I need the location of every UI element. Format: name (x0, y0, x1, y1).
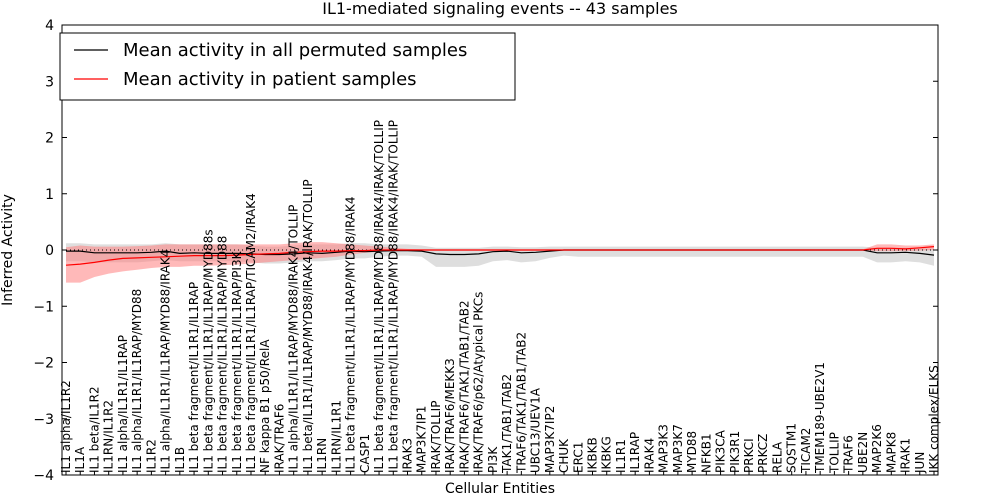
x-tick-label: PI3K (486, 446, 500, 473)
x-tick-label: IRAK4 (642, 438, 656, 473)
y-tick-label: 4 (45, 18, 54, 34)
y-tick-label: 3 (45, 74, 54, 90)
legend-box (59, 32, 516, 101)
x-tick-label: IL1R1 (614, 439, 628, 473)
x-tick-label: IL1RN/IL1R1 (329, 400, 343, 473)
y-tick-label: 2 (45, 131, 54, 147)
x-tick-label: IL1 beta/IL1R2 (88, 386, 102, 473)
x-tick-label: IRAK/TRAF6/MEKK3 (443, 358, 457, 473)
x-tick-label: PRKCI (742, 438, 756, 473)
x-tick-label: IRAK/TOLLIP (429, 401, 443, 473)
x-tick-label: RELA (771, 441, 785, 473)
x-tick-label: IRAK/TRAF6 (272, 404, 286, 473)
x-tick-label: IL1 beta fragment/IL1R1/IL1RAP/MYD88/IRA… (372, 120, 386, 473)
y-axis-label: Inferred Activity (0, 194, 16, 306)
x-tick-label: IL1RAP (628, 432, 642, 473)
x-tick-label: MAP3K7 (671, 424, 685, 473)
x-tick-label: MAP2K6 (870, 424, 884, 473)
x-tick-label: MAPK8 (884, 432, 898, 473)
x-tick-label: IRAK/TRAF6/p62/Atypical PKCs (472, 292, 486, 473)
x-tick-label: MAP3K3 (657, 424, 671, 473)
x-tick-label: TMEM189-UBE2V1 (813, 362, 827, 474)
x-axis-category-labels: IL1 alpha/IL1R2 IL1A IL1 beta/IL1R2 IL1RN/I… (59, 120, 941, 475)
x-tick-label: IL1B (173, 447, 187, 473)
x-tick-label: IL1 beta fragment/IL1R1/IL1RAP/TICAM2/IR… (244, 193, 258, 473)
x-tick-label: IL1RN (315, 438, 329, 473)
y-tick-label: 0 (45, 243, 54, 259)
legend-label-permuted: Mean activity in all permuted samples (123, 40, 467, 61)
series-line-1 (65, 246, 935, 266)
x-tick-label: TAK1/TAB1/TAB2 (500, 374, 514, 474)
x-tick-label: IL1RN/IL1R2 (102, 400, 116, 473)
x-tick-label: IKBKG (600, 436, 614, 473)
band-series-1 (66, 242, 934, 283)
x-tick-label: UBC13/UEV1A (529, 387, 543, 473)
x-tick-label: PIK3R1 (728, 431, 742, 473)
x-tick-label: CASP1 (358, 434, 372, 473)
x-tick-label: IL1R2 (144, 439, 158, 473)
x-tick-label: IL1 alpha/IL1R1/IL1RAP/MYD88/IRAK4/TOLLI… (287, 205, 301, 473)
x-tick-label: IKK complex/ELKS (927, 365, 941, 473)
x-tick-label: MAP3K7IP2 (543, 406, 557, 473)
y-tick-label: 1 (45, 187, 54, 203)
x-tick-label: JUN (913, 452, 927, 474)
x-tick-label: CHUK (557, 438, 571, 473)
y-axis: −4 −3 −2 −1 0 1 2 3 4 (33, 18, 938, 484)
x-tick-label: SQSTM1 (785, 423, 799, 473)
x-tick-label: IL1 beta fragment/IL1R1/IL1RAP/MYD88/IRA… (386, 120, 400, 473)
x-tick-label: MYD88 (685, 431, 699, 473)
x-tick-label: IRAK3 (401, 438, 415, 473)
y-tick-label: −1 (33, 299, 54, 315)
x-tick-label: IRAK/TRAF6/TAK1/TAB1/TAB2 (457, 300, 471, 473)
x-tick-label: IL1 alpha/IL1R2 (59, 380, 73, 473)
y-tick-label: −3 (33, 412, 54, 428)
x-tick-label: IL1 beta fragment/IL1R1/IL1RAP/MYD88/IRA… (344, 196, 358, 473)
x-tick-label: NF kappa B1 p50/RelA (258, 339, 272, 473)
x-tick-label: TICAM2 (799, 428, 813, 474)
confidence-bands (66, 242, 934, 283)
x-tick-label: PRKCZ (756, 434, 770, 473)
x-tick-label: IL1 beta fragment/IL1R1/IL1RAP (187, 282, 201, 473)
x-tick-label: IL1 beta fragment/IL1R1/IL1RAP/PI3K (230, 250, 244, 473)
x-tick-label: IL1A (73, 446, 87, 473)
x-tick-label: IL1 beta fragment/IL1R1/IL1RAP/MYD88 (216, 236, 230, 473)
x-tick-label: TRAF6 (842, 435, 856, 474)
x-tick-label: IRAK1 (899, 438, 913, 473)
x-tick-label: ERC1 (571, 442, 585, 473)
y-tick-label: −2 (33, 356, 54, 372)
x-tick-label: TOLLIP (827, 432, 841, 474)
x-tick-label: IL1 beta/IL1R1/IL1RAP/MYD88/IRAK4/IRAK/T… (301, 179, 315, 473)
x-tick-label: IL1 beta fragment/IL1R1/IL1RAP/MYD88s (201, 229, 215, 473)
x-tick-label: TRAF6/TAK1/TAB1/TAB2 (514, 332, 528, 474)
legend: Mean activity in all permuted samples Me… (59, 32, 516, 101)
chart-title: IL1-mediated signaling events -- 43 samp… (322, 0, 678, 18)
x-tick-label: IL1 alpha/IL1R1/IL1RAP (116, 335, 130, 473)
x-tick-label: NFKB1 (699, 433, 713, 473)
x-tick-label: IL1 alpha/IL1R1/IL1RAP/MYD88 (130, 289, 144, 473)
x-tick-label: PIK3CA (714, 429, 728, 473)
x-tick-label: MAP3K7IP1 (415, 406, 429, 473)
series-lines (65, 246, 935, 266)
x-tick-label: UBE2N (856, 432, 870, 473)
x-axis-label: Cellular Entities (445, 481, 555, 497)
x-tick-label: IKBKB (586, 437, 600, 473)
x-tick-label: IL1 alpha/IL1R1/IL1RAP/MYD88/IRAK4 (159, 250, 173, 473)
legend-label-patient: Mean activity in patient samples (123, 69, 417, 90)
y-tick-label: −4 (33, 468, 54, 484)
